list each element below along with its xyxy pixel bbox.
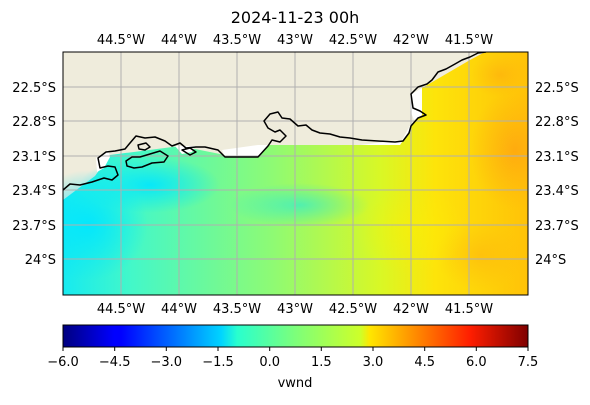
- lat-labels-right: 22.5°S 22.8°S 23.1°S 23.4°S 23.7°S 24°S: [535, 81, 579, 268]
- lon-label-bottom: 42.5°W: [329, 302, 377, 317]
- lon-label-top: 42°W: [393, 33, 429, 48]
- lat-label-right: 24°S: [535, 253, 566, 268]
- colorbar-tick-label: 6.0: [466, 355, 487, 370]
- lat-label-left: 23.4°S: [12, 184, 56, 199]
- lon-label-top: 42.5°W: [329, 33, 377, 48]
- lon-label-bottom: 41.5°W: [445, 302, 493, 317]
- lat-label-left: 23.1°S: [12, 150, 56, 165]
- lon-labels-bottom: 44.5°W 44°W 43.5°W 43°W 42.5°W 42°W 41.5…: [97, 302, 493, 317]
- colorbar-tick-label: 1.5: [311, 355, 332, 370]
- colorbar-tick-label: −3.0: [151, 355, 183, 370]
- lon-label-top: 44°W: [161, 33, 197, 48]
- colorbar-tick-labels: −6.0 −4.5 −3.0 −1.5 0.0 1.5 3.0 4.5 6.0 …: [47, 355, 538, 370]
- colorbar-gradient: [62, 324, 529, 348]
- lat-label-left: 24°S: [25, 253, 56, 268]
- colorbar-tick-label: −4.5: [99, 355, 131, 370]
- lon-label-bottom: 42°W: [393, 302, 429, 317]
- colorbar-label: vwnd: [278, 376, 313, 391]
- lon-label-bottom: 43°W: [277, 302, 313, 317]
- lat-label-left: 22.8°S: [12, 115, 56, 130]
- map-title: 2024-11-23 00h: [230, 8, 360, 27]
- map-grid: [63, 52, 528, 295]
- colorbar-tick-label: −1.5: [202, 355, 234, 370]
- lon-label-top: 44.5°W: [97, 33, 145, 48]
- lat-label-right: 22.8°S: [535, 115, 579, 130]
- lon-label-top: 41.5°W: [445, 33, 493, 48]
- lat-label-right: 23.7°S: [535, 219, 579, 234]
- coastline: [63, 52, 487, 191]
- colorbar-tick-label: 7.5: [518, 355, 539, 370]
- lon-label-bottom: 44.5°W: [97, 302, 145, 317]
- colorbar: −6.0 −4.5 −3.0 −1.5 0.0 1.5 3.0 4.5 6.0 …: [47, 324, 538, 391]
- lon-labels-top: 44.5°W 44°W 43.5°W 43°W 42.5°W 42°W 41.5…: [97, 33, 493, 48]
- lon-label-bottom: 44°W: [161, 302, 197, 317]
- lat-label-right: 23.1°S: [535, 150, 579, 165]
- lat-label-right: 22.5°S: [535, 81, 579, 96]
- lon-label-top: 43.5°W: [213, 33, 261, 48]
- lon-label-bottom: 43.5°W: [213, 302, 261, 317]
- lon-label-top: 43°W: [277, 33, 313, 48]
- lat-label-left: 23.7°S: [12, 219, 56, 234]
- colorbar-tick-label: 0.0: [259, 355, 280, 370]
- colorbar-tick-label: 4.5: [414, 355, 435, 370]
- colorbar-tick-label: −6.0: [47, 355, 79, 370]
- colorbar-ticks: [62, 347, 529, 351]
- lat-label-right: 23.4°S: [535, 184, 579, 199]
- lat-label-left: 22.5°S: [12, 81, 56, 96]
- colorbar-tick-label: 3.0: [363, 355, 384, 370]
- lat-labels-left: 22.5°S 22.8°S 23.1°S 23.4°S 23.7°S 24°S: [12, 81, 56, 268]
- map-frame: [62, 51, 529, 296]
- map-area: [63, 52, 528, 295]
